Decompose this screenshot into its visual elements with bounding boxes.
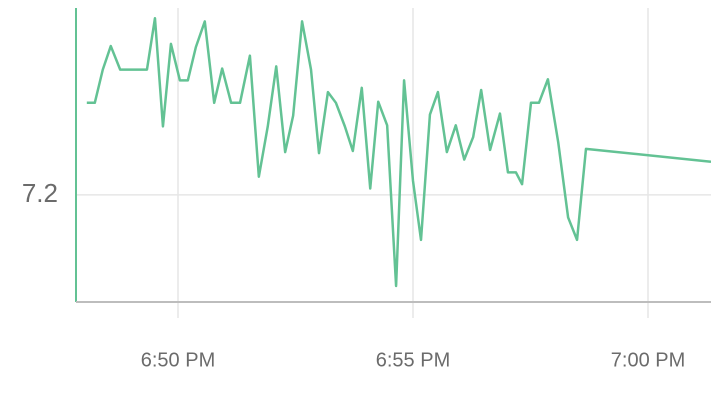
data-line [86, 16, 711, 288]
y-tick-label: 7.2 [22, 178, 58, 208]
x-tick-label: 7:00 PM [611, 349, 685, 371]
x-tick-label: 6:50 PM [141, 349, 215, 371]
x-tick-label: 6:55 PM [376, 349, 450, 371]
